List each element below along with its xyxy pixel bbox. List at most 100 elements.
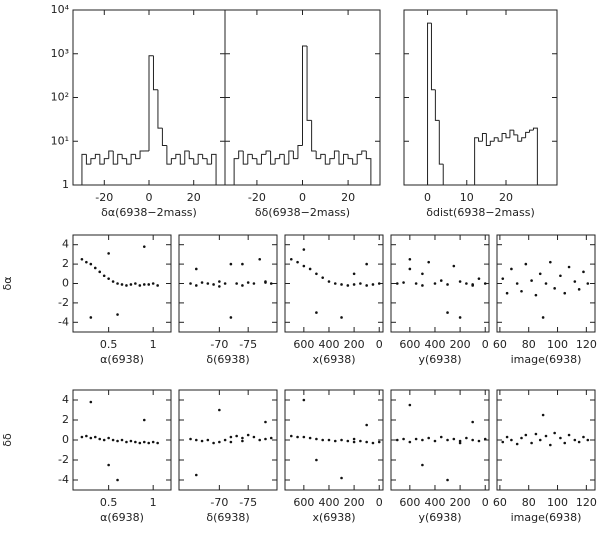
x-axis-label: y(6938) [418,511,461,524]
x-tick-label: 10 [460,191,474,204]
histogram-step [265,150,271,155]
scatter-point [452,437,456,441]
histogram-step [501,133,506,142]
scatter-point [352,440,356,444]
histogram-step [175,153,181,159]
scatter-point [439,279,443,282]
scatter-point [327,280,331,283]
scatter-point [458,316,462,319]
histogram-step [283,154,289,165]
scatter-point [269,282,273,285]
histogram-step [270,150,276,165]
scatter-point [421,438,424,442]
histogram-step [497,137,503,142]
scatter-point [538,272,542,276]
scatter-point [107,436,110,440]
histogram-step [505,133,510,139]
scatter-point [465,282,468,285]
scatter-point [515,442,519,446]
panel-frame [284,389,384,491]
scatter-point [241,262,244,266]
scatter-point [142,245,146,248]
scatter-point [194,267,198,271]
histogram-step [427,22,432,185]
scatter-point [116,282,119,285]
scatter-point [346,439,350,443]
histogram-step [193,158,199,165]
scatter-point [308,267,312,271]
scatter-point [302,435,306,439]
histogram-step [333,150,339,159]
x-tick-label: 400 [424,496,445,509]
scatter-point [218,440,221,444]
y-tick-label: 0 [62,433,69,446]
histogram-step [247,153,253,165]
x-tick-label: 20 [499,191,513,204]
scatter-point [264,437,267,441]
scatter-point [102,274,106,278]
scatter-point [116,439,119,443]
scatter-point [433,439,437,443]
scatter-point [241,436,244,440]
histogram-step [311,120,317,152]
scatter-point [510,267,513,271]
scatter-point [586,438,590,442]
scatter-point [346,284,350,287]
scatter-point [530,279,533,282]
scatter-point [549,260,552,264]
x-axis-label: δα(6938−2mass) [101,206,197,219]
y-tick-label: 1 [62,178,69,191]
x-tick-label: -75 [239,496,257,509]
x-axis-label: δ(6938) [206,511,249,524]
scatter-point [559,274,562,278]
scatter-point [321,438,324,442]
scatter-point [446,438,449,442]
scatter-point [246,281,250,284]
scatter-point [315,311,318,314]
scatter-point [505,435,509,439]
scatter-point [315,458,318,462]
scatter-point [89,436,93,440]
y-tick-label: 0 [62,277,69,290]
histogram-step [166,145,172,165]
scatter-point [365,423,368,427]
x-axis-label: x(6938) [312,353,355,366]
y-tick-label: 10² [51,91,69,104]
scatter-point [116,313,119,316]
scatter-point [116,478,119,482]
panel-frame [390,234,490,333]
histogram-step [292,150,298,160]
scatter-point [252,435,256,439]
histogram-step [157,89,163,129]
scatter-point [120,283,124,286]
scatter-point [340,316,343,319]
scatter-point [544,282,548,285]
y-tick-label: 4 [62,238,69,251]
scatter-point [258,257,262,261]
histogram-step [297,144,303,159]
histogram-step [139,150,145,159]
scatter-point [241,439,244,443]
scatter-point [371,441,375,445]
scatter-point [340,283,343,286]
scatter-point [573,438,577,442]
scatter-point [142,418,146,422]
histogram-step [112,150,118,165]
y-tick-label: 10⁴ [51,3,70,16]
scatter-point [333,439,337,443]
scatter-point [302,264,306,268]
x-tick-label: 600 [399,338,420,351]
x-tick-label: 200 [450,496,471,509]
scatter-point [471,420,474,424]
histogram-step [288,150,294,165]
histogram-step [279,153,285,159]
histogram-step [251,154,257,160]
scatter-point [371,283,375,286]
scatter-point [98,270,102,274]
histogram-step [242,150,248,165]
y-axis-label: δδ [1,433,14,447]
x-axis-label: x(6938) [312,511,355,524]
scatter-point [563,291,567,295]
scatter-point [218,285,221,288]
scatter-point [229,435,233,439]
